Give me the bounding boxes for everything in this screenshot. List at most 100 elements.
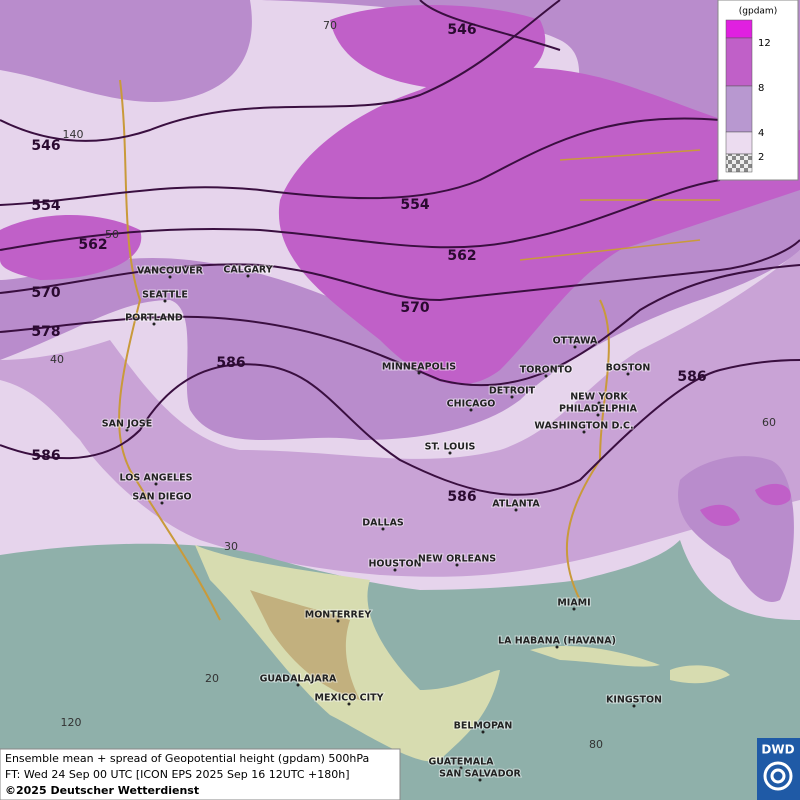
- contour-label: 586: [216, 355, 245, 371]
- city-label: VANCOUVER: [137, 266, 204, 277]
- city-label: NEW ORLEANS: [418, 554, 496, 565]
- footer-line: FT: Wed 24 Sep 00 UTC [ICON EPS 2025 Sep…: [5, 768, 350, 781]
- graticule-label: 120: [61, 716, 82, 729]
- contour-label: 578: [31, 324, 60, 340]
- city-dot: [478, 778, 482, 782]
- graticule-label: 60: [762, 416, 776, 429]
- city-label: SAN DIEGO: [132, 492, 191, 503]
- contour-label: 554: [31, 198, 60, 214]
- city-dot: [455, 563, 459, 567]
- city-dot: [393, 568, 397, 572]
- footer: Ensemble mean + spread of Geopotential h…: [0, 748, 401, 800]
- city-label: DALLAS: [362, 518, 404, 529]
- city-dot: [632, 704, 636, 708]
- city-label: TORONTO: [520, 365, 572, 376]
- contour-label: 546: [31, 138, 60, 154]
- city-dot: [597, 401, 601, 405]
- city-dot: [154, 482, 158, 486]
- city-label: NEW YORK: [570, 392, 628, 403]
- legend-label: 8: [758, 83, 764, 94]
- city-dot: [246, 274, 250, 278]
- contour-lines: [0, 0, 800, 496]
- graticule-label: 70: [323, 19, 337, 32]
- city-label: LOS ANGELES: [120, 473, 193, 484]
- city-label: MEXICO CITY: [314, 693, 383, 704]
- city-dot: [481, 730, 485, 734]
- city-dot: [572, 607, 576, 611]
- city-label: PORTLAND: [125, 313, 183, 324]
- city-labels: VANCOUVER CALGARY SEATTLE PORTLAND MINNEAPOL…: [101, 264, 663, 782]
- city-label: MIAMI: [557, 598, 590, 609]
- city-dot: [160, 501, 164, 505]
- city-label: CHICAGO: [447, 399, 496, 410]
- city-dot: [347, 702, 351, 706]
- city-label: GUADALAJARA: [260, 674, 337, 685]
- city-label: KINGSTON: [606, 695, 662, 706]
- legend-unit: (gpdam): [739, 7, 777, 17]
- city-label: PHILADELPHIA: [559, 404, 638, 415]
- legend-label: 12: [758, 38, 771, 49]
- graticule-labels: 70 140 50 40 30 20 120 60 80: [50, 19, 776, 751]
- graticule-label: 20: [205, 672, 219, 685]
- city-label: DETROIT: [489, 386, 536, 397]
- city-dot: [469, 408, 473, 412]
- legend-label: 4: [758, 128, 764, 139]
- graticule-label: 140: [63, 128, 84, 141]
- city-label: HOUSTON: [368, 559, 421, 570]
- city-dot: [163, 299, 167, 303]
- logo-text: DWD: [761, 743, 794, 757]
- footer-line: ©2025 Deutscher Wetterdienst: [5, 784, 199, 797]
- contour-label: 586: [31, 448, 60, 464]
- graticule-label: 30: [224, 540, 238, 553]
- city-dot: [417, 371, 421, 375]
- contour-label: 570: [31, 285, 60, 301]
- city-label: BELMOPAN: [454, 721, 513, 732]
- graticule-label: 40: [50, 353, 64, 366]
- city-dot: [152, 322, 156, 326]
- city-dot: [125, 428, 129, 432]
- city-dot: [544, 374, 548, 378]
- city-dot: [582, 430, 586, 434]
- contour-label: 570: [400, 300, 429, 316]
- contour-label: 562: [78, 237, 107, 253]
- city-dot: [573, 345, 577, 349]
- logo: DWD: [757, 738, 800, 800]
- city-label: MONTERREY: [305, 610, 372, 621]
- legend: (gpdam) 12 8 4 2: [717, 0, 799, 181]
- graticule-label: 50: [105, 228, 119, 241]
- city-label: ATLANTA: [492, 499, 540, 510]
- city-label: WASHINGTON D.C.: [534, 421, 633, 432]
- contour-label: 586: [677, 369, 706, 385]
- city-label: BOSTON: [606, 363, 651, 374]
- contour-label: 586: [447, 489, 476, 505]
- legend-label: 2: [758, 152, 764, 163]
- city-label: CALGARY: [223, 265, 272, 276]
- contour-label: 554: [400, 197, 429, 213]
- city-dot: [514, 508, 518, 512]
- city-label: MINNEAPOLIS: [382, 362, 456, 373]
- city-label: SAN SALVADOR: [439, 769, 521, 780]
- city-dot: [459, 766, 463, 770]
- city-dot: [296, 683, 300, 687]
- city-label: SEATTLE: [142, 290, 188, 301]
- city-dot: [555, 645, 559, 649]
- city-dot: [626, 372, 630, 376]
- contour-label: 546: [447, 22, 476, 38]
- footer-line: Ensemble mean + spread of Geopotential h…: [5, 752, 369, 765]
- city-dot: [448, 451, 452, 455]
- graticule-label: 80: [589, 738, 603, 751]
- city-label: OTTAWA: [553, 336, 598, 347]
- city-dot: [381, 527, 385, 531]
- city-label: GUATEMALA: [428, 757, 494, 768]
- city-dot: [596, 413, 600, 417]
- city-label: LA HABANA (HAVANA): [498, 636, 616, 647]
- city-label: SAN JOSE: [102, 419, 152, 430]
- contour-labels: 546 546 554 554 562 562 570 570 578 586 …: [31, 22, 706, 505]
- city-label: ST. LOUIS: [425, 442, 476, 453]
- city-dot: [510, 395, 514, 399]
- contour-label: 562: [447, 248, 476, 264]
- city-dot: [336, 619, 340, 623]
- city-dot: [168, 275, 172, 279]
